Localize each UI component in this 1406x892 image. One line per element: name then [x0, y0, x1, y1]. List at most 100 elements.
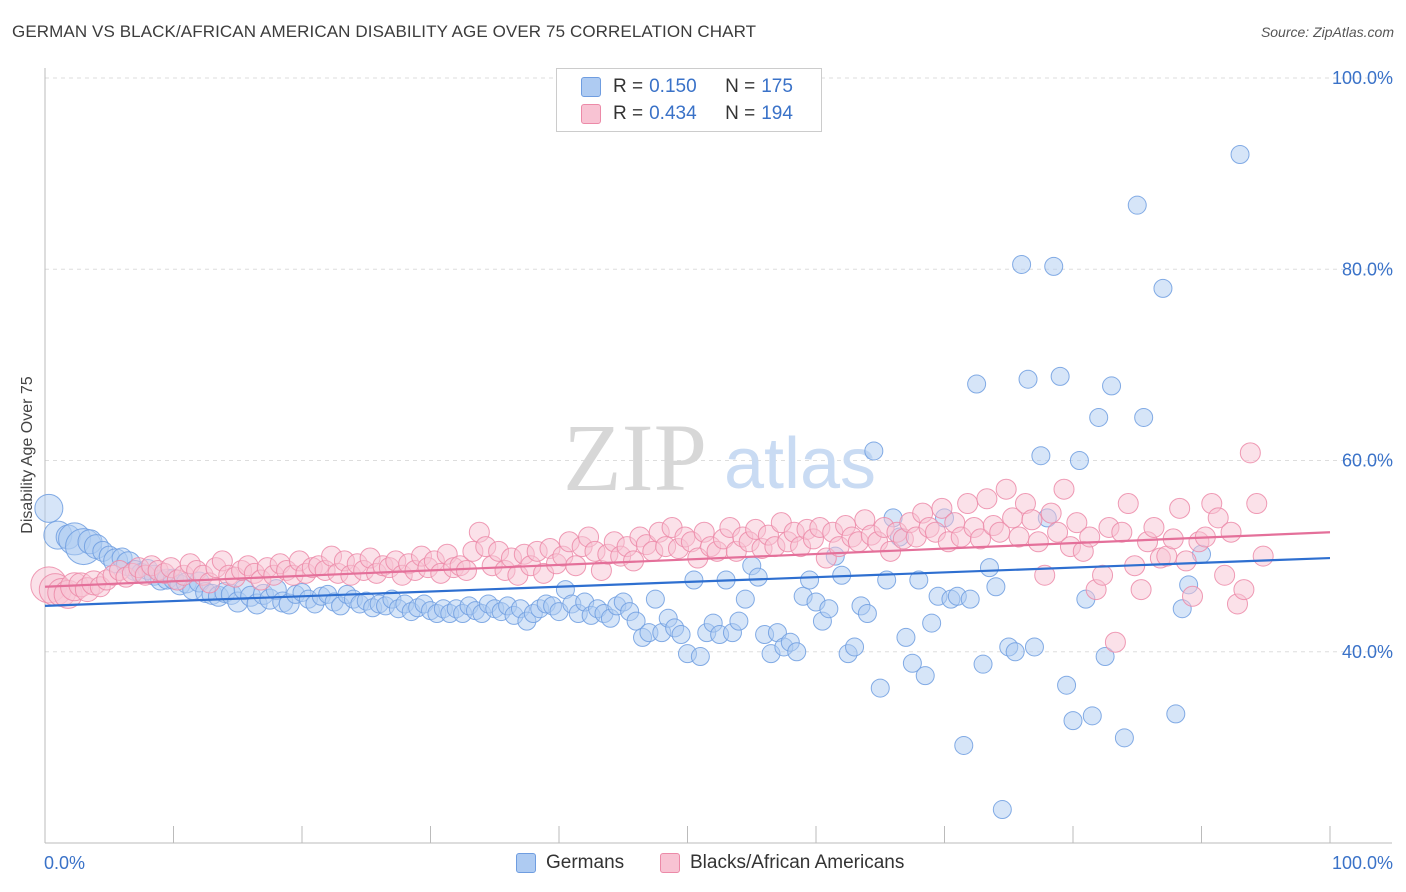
german-point-145: [979, 558, 999, 578]
trend-lines: [44, 531, 1331, 607]
german-point-99: [684, 570, 704, 590]
black-point-178: [1182, 585, 1204, 607]
black-point-164: [1092, 564, 1114, 586]
black-point-145: [969, 528, 991, 550]
bottom-legend-blacks: Blacks/African Americans: [660, 852, 904, 874]
german-point-109: [748, 567, 768, 587]
german-point-155: [1044, 256, 1064, 276]
black-point-186: [1233, 579, 1255, 601]
legend-n-label: N =: [725, 76, 756, 97]
black-point-160: [1066, 512, 1088, 534]
black-point-65: [455, 559, 477, 581]
black-point-154: [1027, 531, 1049, 553]
german-point-159: [1069, 451, 1089, 470]
y-tick-label-1: 60.0%: [1342, 451, 1393, 471]
german-point-153: [1031, 446, 1051, 466]
german-trend-line: [44, 556, 1331, 607]
german-point-164: [1102, 376, 1122, 396]
legend-row-germans: R = 0.150 N = 175: [581, 74, 793, 100]
bottom-legend-germans: Germans: [516, 852, 624, 874]
bottom-legend-label-blacks: Blacks/African Americans: [690, 852, 905, 873]
german-point-163: [1095, 647, 1115, 667]
black-point-155: [1034, 564, 1056, 586]
watermark-atlas: atlas: [724, 424, 876, 504]
german-point-143: [967, 374, 987, 394]
legend-r-value: 0.150: [649, 76, 697, 97]
black-point-177: [1175, 550, 1197, 572]
black-point-149: [995, 478, 1017, 500]
german-point-144: [973, 654, 993, 674]
bottom-legend-swatch-blacks: [660, 853, 680, 873]
german-point-106: [729, 611, 749, 631]
german-point-147: [992, 800, 1012, 820]
black-point-158: [1053, 478, 1075, 500]
legend-n-label: N =: [725, 103, 756, 124]
chart-title: GERMAN VS BLACK/AFRICAN AMERICAN DISABIL…: [12, 22, 757, 41]
german-point-141: [954, 735, 974, 755]
legend-r-value: 0.434: [649, 103, 697, 124]
german-point-173: [1230, 145, 1250, 164]
watermark-zip: ZIP: [563, 404, 707, 511]
black-point-187: [1239, 442, 1261, 464]
grid-lines: [45, 77, 1392, 653]
black-point-168: [1117, 493, 1139, 515]
bottom-legend-label-germans: Germans: [546, 852, 625, 873]
black-point-146: [976, 488, 998, 510]
german-point-162: [1089, 407, 1109, 427]
legend-swatch-blacks: [581, 104, 601, 124]
black-point-170: [1130, 579, 1152, 601]
series-points: [30, 145, 1274, 820]
german-point-152: [1024, 637, 1044, 657]
german-point-156: [1050, 366, 1070, 386]
german-point-166: [1127, 195, 1147, 215]
german-point-107: [735, 589, 755, 609]
watermark: ZIP atlas: [563, 404, 876, 511]
german-point-0: [34, 493, 64, 523]
y-tick-label-0: 40.0%: [1342, 642, 1393, 662]
black-point-153: [1021, 509, 1043, 531]
black-point-176: [1169, 497, 1191, 519]
x-tick-label-0: 0.0%: [44, 853, 85, 873]
black-point-151: [1008, 526, 1030, 548]
german-point-90: [626, 611, 646, 631]
y-axis-label: Disability Age Over 75: [19, 376, 36, 534]
bottom-legend-swatch-germans: [516, 853, 536, 873]
german-point-167: [1134, 407, 1154, 427]
legend-r-label: R =: [613, 76, 644, 97]
legend-n-value: 175: [761, 76, 793, 97]
black-point-184: [1220, 521, 1242, 543]
source-label: Source: ZipAtlas.com: [1260, 24, 1394, 40]
legend-swatch-germans: [581, 77, 601, 97]
x-tick-label-1: 100.0%: [1332, 853, 1393, 873]
german-point-136: [922, 613, 942, 633]
black-trend-line: [44, 531, 1331, 588]
legend-n-value: 194: [761, 103, 793, 124]
german-point-142: [960, 589, 980, 609]
legend-row-blacks: R = 0.434 N = 194: [581, 101, 793, 127]
black-point-82: [565, 555, 587, 577]
black-point-139: [931, 497, 953, 519]
german-point-128: [870, 678, 890, 698]
german-point-149: [1005, 642, 1025, 662]
black-point-156: [1040, 502, 1062, 524]
black-point-189: [1252, 545, 1274, 567]
german-point-134: [909, 570, 929, 590]
y-tick-label-3: 100.0%: [1332, 68, 1393, 88]
black-point-182: [1207, 507, 1229, 529]
black-point-172: [1143, 516, 1165, 538]
black-point-162: [1079, 526, 1101, 548]
german-point-126: [857, 604, 877, 623]
german-point-97: [671, 625, 691, 645]
german-point-146: [986, 577, 1006, 597]
german-point-158: [1063, 711, 1083, 731]
german-point-161: [1082, 706, 1102, 726]
german-point-120: [819, 599, 839, 619]
german-point-135: [915, 666, 935, 686]
axes: [44, 68, 1392, 844]
legend-r-label: R =: [613, 103, 644, 124]
black-point-183: [1214, 564, 1236, 586]
german-point-132: [896, 627, 916, 647]
german-point-124: [845, 637, 865, 657]
german-point-100: [690, 647, 710, 667]
